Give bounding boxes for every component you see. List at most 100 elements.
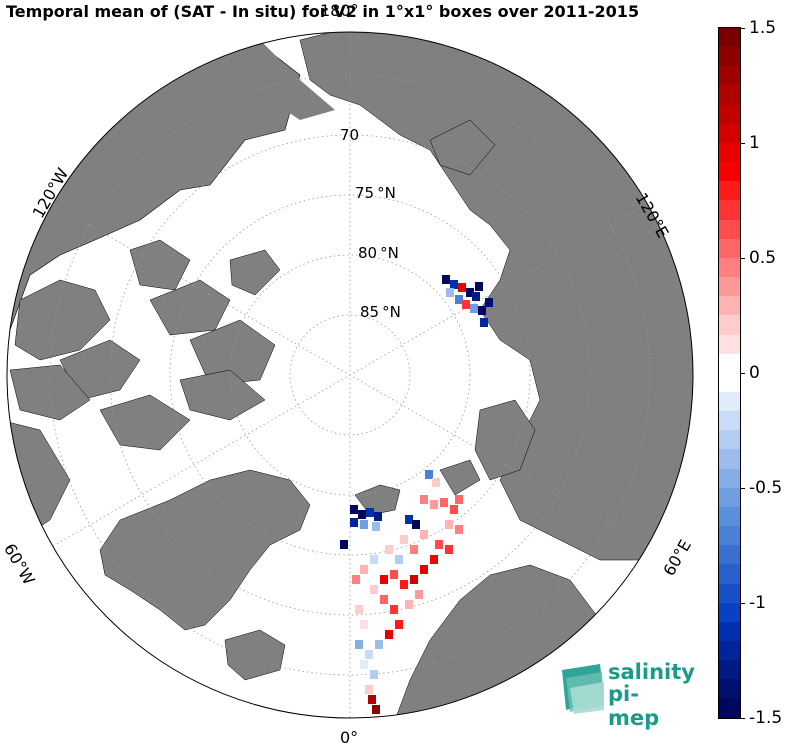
colorbar-tick-label: 1 — [749, 133, 760, 153]
data-cell — [370, 670, 378, 679]
lon-label-lower-right: 60°E — [659, 536, 695, 579]
lat-label-80: 80 °N — [358, 244, 399, 262]
colorbar-segment — [719, 391, 740, 412]
lon-label-top: 180° — [320, 1, 359, 20]
colorbar-segment — [719, 621, 740, 641]
colorbar-tick-label: 0 — [749, 363, 760, 383]
colorbar-segment — [719, 430, 740, 450]
data-cell — [372, 522, 380, 531]
data-cell — [370, 585, 378, 594]
data-cell — [445, 545, 453, 554]
data-cell — [360, 565, 368, 574]
colorbar-tick-mark — [741, 258, 745, 259]
data-cell — [350, 505, 358, 514]
colorbar-segment — [719, 219, 740, 239]
data-cell — [446, 288, 454, 297]
colorbar-segment — [719, 257, 740, 278]
colorbar-segment — [719, 315, 740, 335]
data-cell — [368, 695, 376, 704]
data-cell — [380, 575, 388, 584]
data-cell — [360, 620, 368, 629]
data-cell — [430, 500, 438, 509]
colorbar-tick-label: -1 — [749, 593, 766, 613]
colorbar-segment — [719, 200, 740, 220]
colorbar-segment — [719, 487, 740, 507]
data-cell — [360, 660, 368, 669]
data-cell — [466, 288, 474, 297]
data-cell — [395, 555, 403, 564]
colorbar-segment — [719, 334, 740, 354]
land-greenland — [99, 469, 311, 631]
colorbar-segment — [719, 28, 740, 48]
data-cell — [470, 304, 478, 313]
colorbar-segment — [719, 698, 740, 718]
graticule — [49, 32, 651, 718]
colorbar-segment — [719, 506, 740, 527]
lon-label-lower-left: 60°W — [0, 540, 39, 588]
land-archipelago-1 — [14, 279, 111, 361]
data-cell — [440, 498, 448, 507]
data-cell — [366, 508, 374, 517]
colorbar-segment — [719, 372, 740, 392]
land-archipelago-7 — [9, 364, 91, 421]
data-cell — [420, 565, 428, 574]
land-iceland — [224, 629, 286, 681]
colorbar-segment — [719, 602, 740, 622]
data-cell — [352, 575, 360, 584]
colorbar-tick-label: -1.5 — [749, 708, 783, 728]
colorbar-segment — [719, 411, 740, 431]
colorbar-segment — [719, 181, 740, 201]
logo-line2: pi-mep — [608, 682, 660, 730]
data-cell — [458, 283, 466, 292]
colorbar-segment — [719, 545, 740, 565]
data-cell — [375, 640, 383, 649]
lat-label-85: 85 °N — [360, 303, 401, 321]
data-cell — [374, 512, 382, 521]
data-cell — [472, 292, 480, 301]
data-cell — [455, 525, 463, 534]
colorbar-segment — [719, 162, 740, 182]
colorbar-tick-mark — [741, 603, 745, 604]
data-cell — [358, 510, 366, 519]
colorbar-tick-label: 1.5 — [749, 18, 777, 38]
colorbar-segment — [719, 468, 740, 488]
colorbar-segment — [719, 142, 740, 163]
colorbar-segment — [719, 104, 740, 124]
data-cell — [445, 520, 453, 529]
colorbar-segment — [719, 641, 740, 661]
data-cell — [480, 318, 488, 327]
data-cell — [435, 540, 443, 549]
colorbar-segment — [719, 660, 740, 680]
data-cell — [400, 535, 408, 544]
lat-label-75: 75 °N — [355, 184, 396, 202]
colorbar-segment — [719, 353, 740, 373]
data-cell — [390, 605, 398, 614]
colorbar-segment — [719, 85, 740, 105]
colorbar-segment — [719, 564, 740, 584]
data-cell — [410, 575, 418, 584]
colorbar-segment — [719, 123, 740, 143]
data-cell — [365, 650, 373, 659]
data-cell — [365, 685, 373, 694]
data-cell — [455, 495, 463, 504]
data-cell — [442, 275, 450, 284]
map-boundary — [6, 31, 694, 719]
colorbar-segment — [719, 449, 740, 469]
land-archipelago-3 — [129, 239, 191, 291]
colorbar-tick-mark — [741, 488, 745, 489]
data-cell — [455, 295, 463, 304]
colorbar-segment — [719, 526, 740, 546]
data-cell — [478, 306, 486, 315]
data-cell — [430, 555, 438, 564]
data-cell — [355, 640, 363, 649]
data-cell — [405, 600, 413, 609]
logo-waves-icon — [562, 664, 604, 714]
colorbar-segment — [719, 296, 740, 316]
data-cell — [450, 505, 458, 514]
colorbar-segment — [719, 47, 740, 67]
colorbar-segment — [719, 238, 740, 258]
data-cell — [395, 620, 403, 629]
data-cell — [370, 555, 378, 564]
data-cell — [400, 580, 408, 589]
